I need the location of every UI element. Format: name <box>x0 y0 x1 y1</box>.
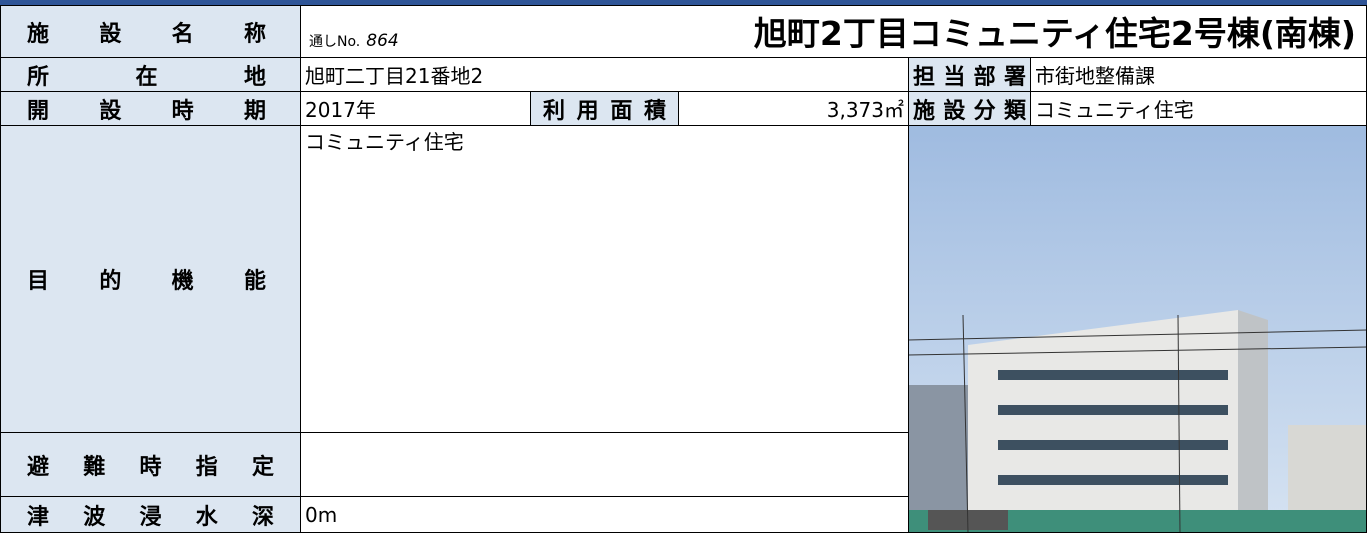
value-cell: 3,373㎡ <box>678 91 909 126</box>
label: 利用面積 <box>543 98 666 124</box>
value-cell: 市街地整備課 <box>1030 57 1367 92</box>
value: 市街地整備課 <box>1035 64 1155 88</box>
value-cell: コミュニティ住宅 <box>1030 91 1367 126</box>
label: 津波浸水深 <box>27 504 274 530</box>
value: 3,373㎡ <box>826 98 904 122</box>
photo-frame <box>908 125 1367 533</box>
label-cell: 利用面積 <box>530 91 679 126</box>
value: コミュニティ住宅 <box>305 130 464 154</box>
photo <box>908 125 1367 533</box>
value-cell: コミュニティ住宅 <box>300 125 909 433</box>
label: 避難時指定 <box>27 454 274 480</box>
value: 0m <box>305 502 338 527</box>
label-cell: 避難時指定 <box>0 432 301 497</box>
value-cell: 旭町二丁目21番地2 <box>300 57 909 92</box>
label: 施設分類 <box>913 98 1026 124</box>
label: 開設時期 <box>27 98 266 124</box>
label-cell: 施設名称 <box>0 5 301 58</box>
number-label: 通しNo. <box>309 34 361 50</box>
value-cell: 0m <box>300 496 909 533</box>
top-bar <box>0 0 1367 5</box>
label-cell: 担当部署 <box>908 57 1031 92</box>
label: 施設名称 <box>27 21 266 47</box>
label-cell: 所在地 <box>0 57 301 92</box>
title-cell: 通しNo. 864 旭町2丁目コミュニティ住宅2号棟(南棟) <box>300 5 1367 58</box>
value: 旭町二丁目21番地2 <box>305 64 484 88</box>
number: 864 <box>366 31 399 51</box>
label: 所在地 <box>27 64 266 90</box>
label: 担当部署 <box>913 64 1026 90</box>
value: コミュニティ住宅 <box>1035 98 1194 122</box>
label-cell: 目的機能 <box>0 125 301 433</box>
label-cell: 津波浸水深 <box>0 496 301 533</box>
value-cell: 2017年 <box>300 91 531 126</box>
label-cell: 施設分類 <box>908 91 1031 126</box>
value: 2017年 <box>305 98 376 122</box>
value-cell <box>300 432 909 497</box>
facility-name: 旭町2丁目コミュニティ住宅2号棟(南棟) <box>753 14 1356 53</box>
label-cell: 開設時期 <box>0 91 301 126</box>
label: 目的機能 <box>27 269 266 294</box>
